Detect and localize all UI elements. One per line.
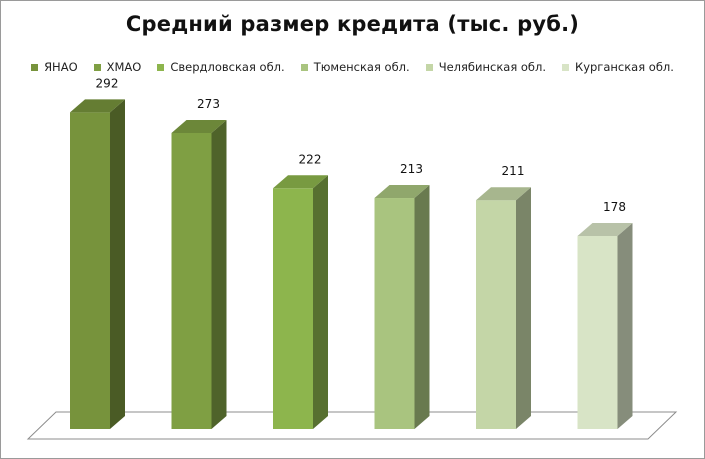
bar-front <box>577 235 618 429</box>
legend-item: Челябинская обл. <box>425 60 547 74</box>
bar-front <box>171 132 212 429</box>
data-label: 178 <box>603 200 626 214</box>
bar-side <box>414 185 430 429</box>
bar-side <box>211 119 227 429</box>
legend-label: Тюменская обл. <box>313 60 410 74</box>
bar-side <box>313 175 328 429</box>
bar: 211 <box>476 164 531 429</box>
bar-front <box>273 188 313 429</box>
legend-label: ХМАО <box>106 60 142 74</box>
bar: 213 <box>374 162 430 429</box>
bar-side <box>617 222 633 429</box>
data-label: 213 <box>400 162 423 176</box>
chart-title: Средний размер кредита (тыс. руб.) <box>125 12 580 36</box>
bar-front <box>70 112 110 430</box>
bar-top <box>476 187 531 201</box>
data-label: 292 <box>96 76 119 90</box>
bar: 273 <box>171 97 227 429</box>
data-label: 273 <box>197 97 220 111</box>
legend-swatch <box>425 63 433 71</box>
legend-label: ЯНАО <box>44 60 78 74</box>
legend-item: ЯНАО <box>31 60 78 74</box>
bar-top <box>374 185 430 199</box>
bar-side <box>110 99 125 430</box>
legend-label: Курганская обл. <box>575 60 674 74</box>
data-label: 222 <box>299 152 322 166</box>
legend-item: ХМАО <box>93 60 142 74</box>
bar-top <box>70 99 125 113</box>
bar-top <box>273 175 328 189</box>
legend-label: Челябинская обл. <box>438 60 547 74</box>
legend-item: Свердловская обл. <box>157 60 285 74</box>
legend-item: Тюменская обл. <box>300 60 410 74</box>
legend-swatch <box>157 63 165 71</box>
chart-legend: ЯНАО ХМАО Свердловская обл. Тюменская об… <box>0 60 705 74</box>
data-label: 211 <box>502 164 525 178</box>
bar-front <box>476 200 516 429</box>
legend-label: Свердловская обл. <box>170 60 285 74</box>
legend-swatch <box>562 63 570 71</box>
legend-swatch <box>93 63 101 71</box>
bar: 292 <box>70 76 125 430</box>
legend-swatch <box>300 63 308 71</box>
bar-front <box>374 198 415 429</box>
bar-top <box>577 222 633 236</box>
bar-side <box>516 187 531 429</box>
bar: 178 <box>577 200 633 429</box>
bar-top <box>171 119 227 133</box>
legend-item: Курганская обл. <box>562 60 674 74</box>
legend-swatch <box>31 63 39 71</box>
bar: 222 <box>273 152 328 429</box>
